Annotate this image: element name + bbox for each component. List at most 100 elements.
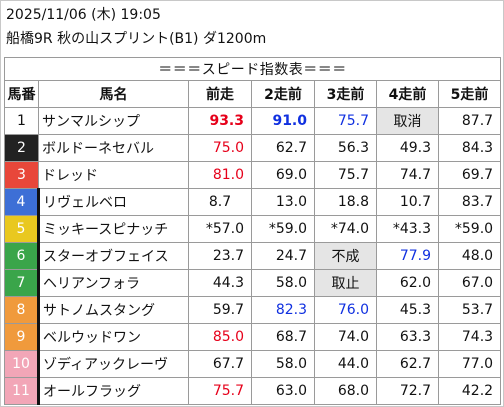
speed-index-cell: 68.0 <box>314 377 377 405</box>
horse-name: リヴェルベロ <box>37 188 189 216</box>
horse-name: サトノムスタング <box>37 296 189 324</box>
col-header-last-race: 前走 <box>188 80 252 108</box>
horse-name: サンマルシップ <box>38 107 189 135</box>
speed-index-cell: 81.0 <box>188 161 252 189</box>
speed-index-cell: 93.3 <box>188 107 252 135</box>
speed-index-cell: 23.7 <box>188 242 252 270</box>
speed-index-cell: *74.0 <box>314 215 377 243</box>
horse-number: 1 <box>4 107 39 135</box>
table-row: 6 スターオブフェイス 23.7 24.7 不成 77.9 48.0 <box>4 242 502 270</box>
col-header-3-races-ago: 3走前 <box>314 80 377 108</box>
table-row: 1 サンマルシップ 93.3 91.0 75.7 取消 87.7 <box>4 107 502 135</box>
speed-index-cell: 取止 <box>314 269 377 297</box>
horse-number: 4 <box>4 188 39 216</box>
speed-index-cell: 取消 <box>376 107 439 135</box>
speed-index-cell: 85.0 <box>188 323 252 351</box>
speed-index-cell: 44.3 <box>188 269 252 297</box>
speed-index-cell: 8.7 <box>188 188 252 216</box>
speed-index-cell: 84.3 <box>437 134 502 162</box>
speed-index-cell: 18.8 <box>314 188 377 216</box>
speed-index-cell: 75.7 <box>314 161 377 189</box>
speed-index-cell: 77.9 <box>376 242 439 270</box>
speed-index-cell: 49.3 <box>376 134 439 162</box>
horse-number: 2 <box>4 134 39 162</box>
speed-index-cell: 91.0 <box>251 107 315 135</box>
horse-number: 6 <box>4 242 39 270</box>
speed-index-cell: 53.7 <box>437 296 502 324</box>
horse-name: スターオブフェイス <box>37 242 189 270</box>
speed-index-cell: 69.7 <box>437 161 502 189</box>
horse-number: 5 <box>4 215 39 243</box>
speed-index-cell: 13.0 <box>251 188 315 216</box>
speed-index-cell: 74.3 <box>437 323 502 351</box>
speed-index-cell: 68.7 <box>251 323 315 351</box>
speed-index-cell: 76.0 <box>314 296 377 324</box>
horse-number: 10 <box>4 350 39 378</box>
speed-index-cell: 24.7 <box>251 242 315 270</box>
col-header-5-races-ago: 5走前 <box>437 80 502 108</box>
speed-index-cell: 59.7 <box>188 296 252 324</box>
horse-number: 3 <box>4 161 39 189</box>
race-title: 船橋9R 秋の山スプリント(B1) ダ1200m <box>6 31 267 47</box>
speed-index-cell: 62.7 <box>251 134 315 162</box>
speed-index-cell: *43.3 <box>376 215 439 243</box>
speed-index-cell: 不成 <box>314 242 377 270</box>
speed-index-cell: 67.0 <box>437 269 502 297</box>
horse-name: ドレッド <box>38 161 189 189</box>
table-row: 8 サトノムスタング 59.7 82.3 76.0 45.3 53.7 <box>4 296 502 324</box>
speed-index-cell: 87.7 <box>437 107 502 135</box>
table-row: 9 ベルウッドワン 85.0 68.7 74.0 63.3 74.3 <box>4 323 502 351</box>
speed-index-cell: 77.0 <box>437 350 502 378</box>
speed-index-cell: 63.3 <box>376 323 439 351</box>
horse-number: 9 <box>4 323 39 351</box>
speed-index-cell: 69.0 <box>251 161 315 189</box>
speed-index-table: ＝＝＝スピード指数表＝＝＝ 馬番 馬名 前走 2走前 3走前 4走前 5走前 1… <box>3 57 502 405</box>
col-header-number: 馬番 <box>4 80 39 108</box>
table-row: 10 ゾディアックレーヴ 67.7 58.0 44.0 62.7 77.0 <box>4 350 502 378</box>
speed-index-cell: 74.0 <box>314 323 377 351</box>
speed-index-cell: 75.0 <box>188 134 252 162</box>
speed-index-cell: 48.0 <box>437 242 502 270</box>
horse-name: ゾディアックレーヴ <box>37 350 189 378</box>
table-title: ＝＝＝スピード指数表＝＝＝ <box>3 57 502 81</box>
speed-index-cell: 45.3 <box>376 296 439 324</box>
speed-index-cell: 63.0 <box>251 377 315 405</box>
speed-index-cell: *59.0 <box>437 215 502 243</box>
header-row: 馬番 馬名 前走 2走前 3走前 4走前 5走前 <box>4 80 502 108</box>
table-row: 2 ボルドーネセバル 75.0 62.7 56.3 49.3 84.3 <box>4 134 502 162</box>
horse-name: ヘリアンフォラ <box>37 269 189 297</box>
speed-index-cell: 58.0 <box>251 269 315 297</box>
horse-number: 7 <box>4 269 39 297</box>
race-datetime: 2025/11/06 (木) 19:05 <box>6 7 161 23</box>
horse-number: 8 <box>4 296 39 324</box>
speed-index-cell: 10.7 <box>376 188 439 216</box>
col-header-2-races-ago: 2走前 <box>251 80 315 108</box>
table-row: 4 リヴェルベロ 8.7 13.0 18.8 10.7 83.7 <box>4 188 502 216</box>
col-header-horse-name: 馬名 <box>38 80 189 108</box>
speed-index-cell: 62.7 <box>376 350 439 378</box>
table-row: 3 ドレッド 81.0 69.0 75.7 74.7 69.7 <box>4 161 502 189</box>
horse-name: オールフラッグ <box>37 377 189 405</box>
horse-name: ベルウッドワン <box>37 323 189 351</box>
speed-index-cell: 82.3 <box>251 296 315 324</box>
speed-index-cell: 42.2 <box>437 377 502 405</box>
speed-index-cell: 83.7 <box>437 188 502 216</box>
horse-name: ボルドーネセバル <box>38 134 189 162</box>
speed-index-cell: *57.0 <box>188 215 252 243</box>
speed-index-cell: 75.7 <box>314 107 377 135</box>
table-row: 7 ヘリアンフォラ 44.3 58.0 取止 62.0 67.0 <box>4 269 502 297</box>
col-header-4-races-ago: 4走前 <box>376 80 439 108</box>
speed-index-cell: 74.7 <box>376 161 439 189</box>
speed-index-cell: 62.0 <box>376 269 439 297</box>
speed-index-cell: 58.0 <box>251 350 315 378</box>
speed-index-cell: 44.0 <box>314 350 377 378</box>
horse-name: ミッキースピナッチ <box>37 215 189 243</box>
speed-index-cell: 72.7 <box>376 377 439 405</box>
table-row: 5 ミッキースピナッチ *57.0 *59.0 *74.0 *43.3 *59.0 <box>4 215 502 243</box>
table-row: 11 オールフラッグ 75.7 63.0 68.0 72.7 42.2 <box>4 377 502 405</box>
speed-index-cell: *59.0 <box>251 215 315 243</box>
horse-number: 11 <box>4 377 39 405</box>
speed-index-cell: 75.7 <box>188 377 252 405</box>
speed-index-cell: 56.3 <box>314 134 377 162</box>
